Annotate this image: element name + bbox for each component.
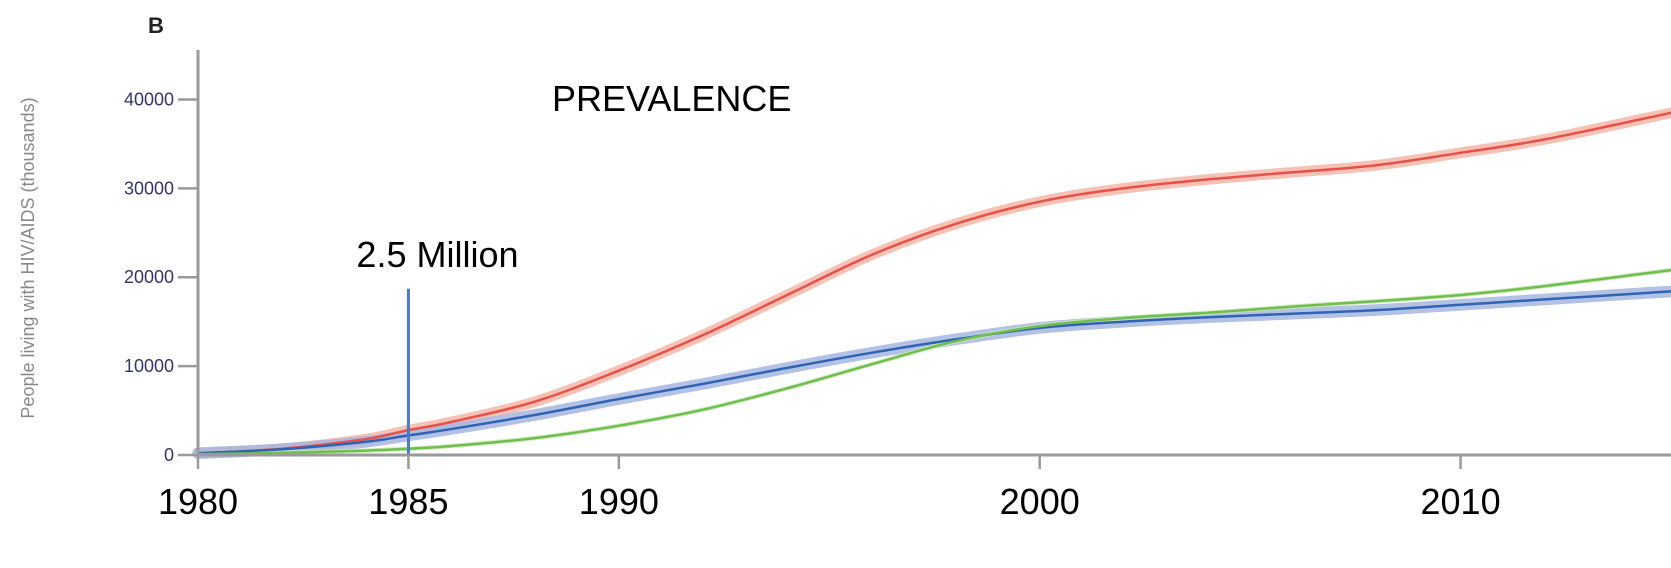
axes: [196, 50, 1671, 457]
annotations: 2.5 Million: [356, 234, 519, 455]
x-tick-label: 1985: [368, 481, 448, 522]
x-tick-label: 2000: [1000, 481, 1080, 522]
series-line-2: [196, 290, 1671, 455]
y-tick-label: 0: [164, 445, 174, 465]
x-tick-label: 1980: [158, 481, 238, 522]
series-line-3: [196, 268, 1671, 456]
series-lines: [196, 111, 1671, 456]
chart-title: PREVALENCE: [552, 78, 791, 119]
y-tick-label: 20000: [124, 267, 174, 287]
confidence-bands: [192, 107, 1671, 459]
y-tick-label: 40000: [124, 89, 174, 109]
series-line-1: [196, 111, 1671, 455]
y-tick-label: 30000: [124, 178, 174, 198]
y-tick-label: 10000: [124, 356, 174, 376]
x-tick-label: 1990: [579, 481, 659, 522]
ticks: 0 10000 20000 30000 40000 1980 1985 1990 2000 201…: [124, 89, 1501, 522]
annotation-label: 2.5 Million: [356, 234, 518, 275]
panel-letter: B: [148, 13, 164, 38]
x-tick-label: 2010: [1421, 481, 1501, 522]
y-axis-title: People living with HIV/AIDS (thousands): [18, 97, 38, 418]
series-band-1: [192, 107, 1671, 459]
